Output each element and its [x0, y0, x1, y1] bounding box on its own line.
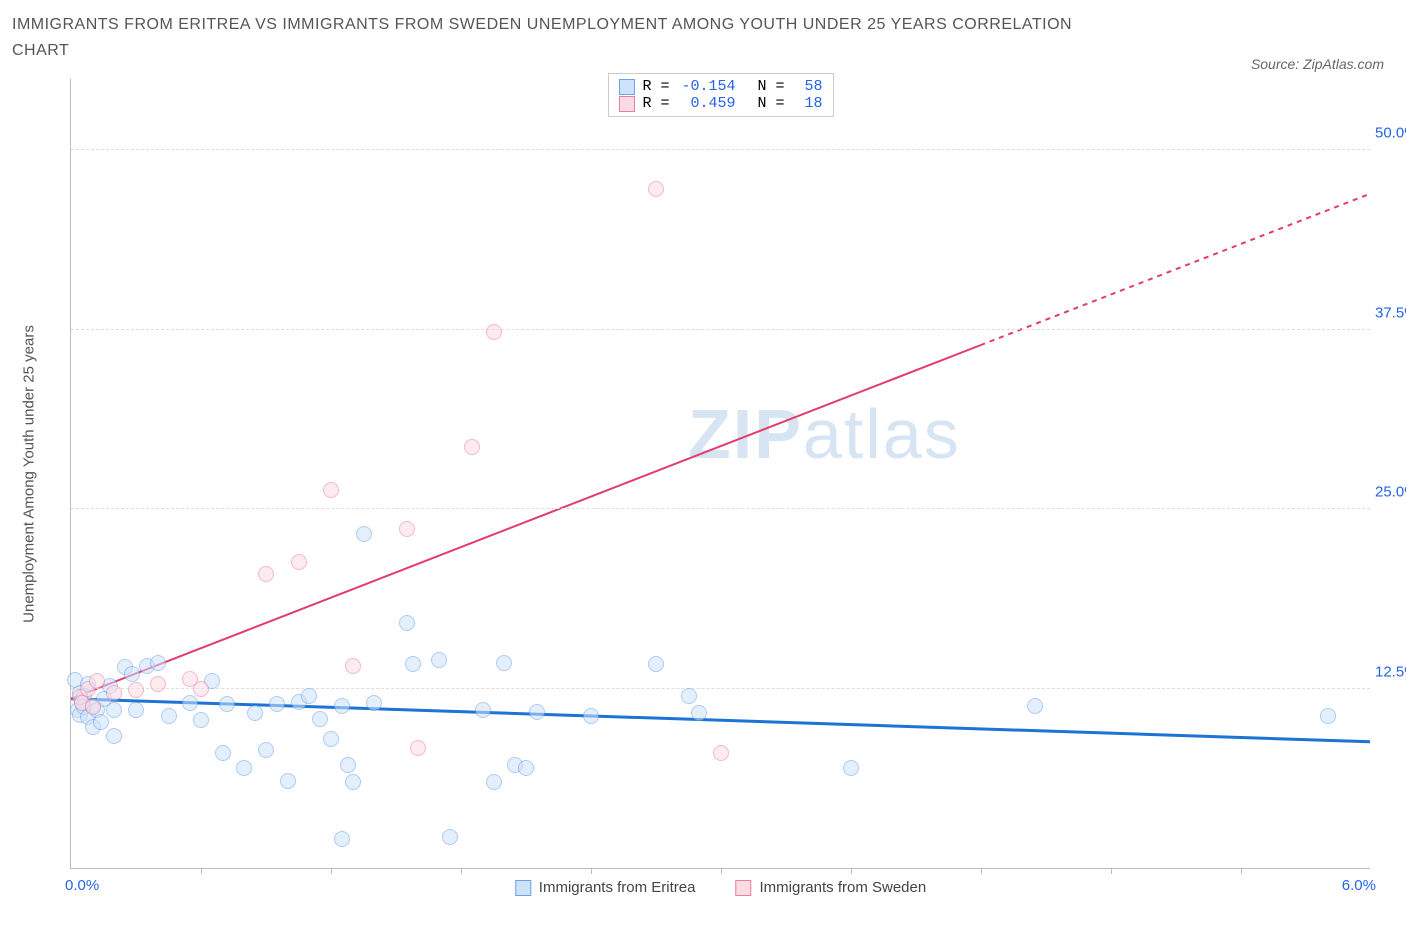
data-point: [150, 655, 166, 671]
data-point: [193, 712, 209, 728]
data-point: [648, 181, 664, 197]
data-point: [182, 695, 198, 711]
legend-series-item: Immigrants from Eritrea: [515, 879, 696, 896]
data-point: [405, 656, 421, 672]
data-point: [399, 615, 415, 631]
x-axis-min-label: 0.0%: [65, 877, 99, 894]
data-point: [529, 704, 545, 720]
data-point: [161, 708, 177, 724]
data-point: [334, 831, 350, 847]
data-point: [247, 705, 263, 721]
scatter-plot-area: ZIPatlas Unemployment Among Youth under …: [70, 79, 1370, 869]
data-point: [334, 698, 350, 714]
x-tick: [461, 868, 462, 874]
data-point: [681, 688, 697, 704]
x-tick: [1241, 868, 1242, 874]
watermark: ZIPatlas: [688, 394, 961, 474]
series-legend: Immigrants from Eritrea Immigrants from S…: [515, 879, 926, 896]
y-axis-label: Unemployment Among Youth under 25 years: [21, 325, 38, 623]
data-point: [323, 731, 339, 747]
data-point: [1320, 708, 1336, 724]
data-point: [124, 666, 140, 682]
data-point: [236, 760, 252, 776]
data-point: [93, 714, 109, 730]
gridline: [71, 329, 1370, 330]
data-point: [356, 526, 372, 542]
data-point: [128, 682, 144, 698]
data-point: [442, 829, 458, 845]
data-point: [713, 745, 729, 761]
gridline: [71, 688, 1370, 689]
data-point: [258, 742, 274, 758]
legend-series-item: Immigrants from Sweden: [735, 879, 926, 896]
data-point: [340, 757, 356, 773]
data-point: [518, 760, 534, 776]
x-tick: [201, 868, 202, 874]
x-tick: [331, 868, 332, 874]
y-tick-label: 12.5%: [1375, 663, 1406, 680]
data-point: [691, 705, 707, 721]
data-point: [648, 656, 664, 672]
x-tick: [1111, 868, 1112, 874]
data-point: [1027, 698, 1043, 714]
x-axis-max-label: 6.0%: [1342, 877, 1376, 894]
data-point: [150, 676, 166, 692]
data-point: [366, 695, 382, 711]
data-point: [85, 699, 101, 715]
legend-stat-row: R = -0.154N = 58: [618, 78, 822, 95]
data-point: [291, 554, 307, 570]
y-tick-label: 25.0%: [1375, 484, 1406, 501]
gridline: [71, 508, 1370, 509]
data-point: [128, 702, 144, 718]
data-point: [323, 482, 339, 498]
x-tick: [851, 868, 852, 874]
x-tick: [981, 868, 982, 874]
data-point: [843, 760, 859, 776]
data-point: [486, 324, 502, 340]
data-point: [193, 681, 209, 697]
data-point: [301, 688, 317, 704]
data-point: [219, 696, 235, 712]
x-tick: [591, 868, 592, 874]
source-attribution: Source: ZipAtlas.com: [1251, 56, 1384, 72]
data-point: [269, 696, 285, 712]
data-point: [464, 439, 480, 455]
data-point: [106, 702, 122, 718]
data-point: [431, 652, 447, 668]
gridline: [71, 149, 1370, 150]
data-point: [496, 655, 512, 671]
data-point: [410, 740, 426, 756]
data-point: [312, 711, 328, 727]
data-point: [345, 658, 361, 674]
y-tick-label: 50.0%: [1375, 125, 1406, 142]
data-point: [215, 745, 231, 761]
data-point: [106, 728, 122, 744]
data-point: [399, 521, 415, 537]
data-point: [280, 773, 296, 789]
y-tick-label: 37.5%: [1375, 304, 1406, 321]
data-point: [89, 673, 105, 689]
x-tick: [721, 868, 722, 874]
data-point: [486, 774, 502, 790]
data-point: [475, 702, 491, 718]
chart-title: IMMIGRANTS FROM ERITREA VS IMMIGRANTS FR…: [12, 12, 1132, 63]
data-point: [106, 685, 122, 701]
correlation-legend: R = -0.154N = 58R = 0.459N = 18: [607, 73, 833, 117]
data-point: [583, 708, 599, 724]
data-point: [345, 774, 361, 790]
legend-stat-row: R = 0.459N = 18: [618, 95, 822, 112]
data-point: [258, 566, 274, 582]
